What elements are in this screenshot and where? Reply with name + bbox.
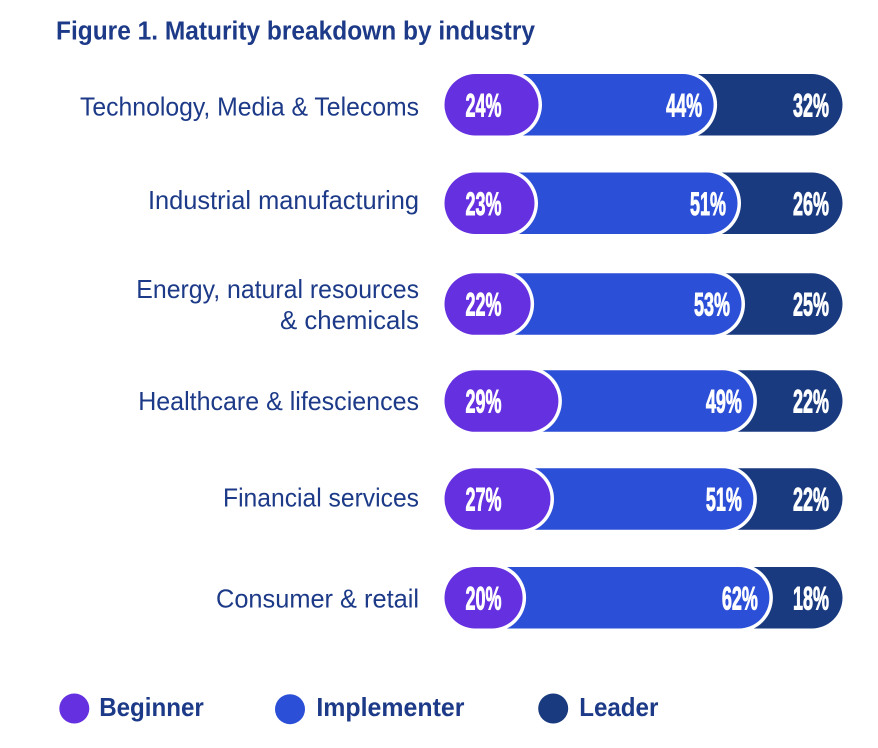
- svg-text:22%: 22%: [793, 482, 829, 518]
- svg-text:20%: 20%: [466, 580, 502, 616]
- svg-text:22%: 22%: [466, 287, 502, 323]
- svg-text:Leader: Leader: [579, 692, 658, 722]
- svg-text:53%: 53%: [694, 287, 730, 323]
- svg-text:49%: 49%: [706, 384, 742, 420]
- svg-text:Consumer & retail: Consumer & retail: [216, 583, 419, 613]
- svg-text:Healthcare & lifesciences: Healthcare & lifesciences: [138, 386, 419, 416]
- svg-text:Industrial manufacturing: Industrial manufacturing: [148, 185, 419, 215]
- svg-text:22%: 22%: [793, 384, 829, 420]
- svg-text:27%: 27%: [466, 482, 502, 518]
- svg-text:Technology, Media & Telecoms: Technology, Media & Telecoms: [80, 91, 419, 121]
- svg-text:24%: 24%: [466, 87, 502, 123]
- svg-text:25%: 25%: [793, 287, 829, 323]
- svg-text:23%: 23%: [466, 186, 502, 222]
- svg-text:Financial services: Financial services: [223, 482, 419, 512]
- svg-text:Implementer: Implementer: [316, 692, 464, 722]
- svg-text:26%: 26%: [793, 186, 829, 222]
- svg-text:Figure 1. Maturity breakdown b: Figure 1. Maturity breakdown by industry: [56, 15, 535, 45]
- svg-text:44%: 44%: [666, 87, 702, 123]
- svg-text:Energy, natural resources: Energy, natural resources: [136, 274, 419, 304]
- svg-text:& chemicals: & chemicals: [280, 305, 419, 335]
- svg-text:Beginner: Beginner: [99, 692, 204, 722]
- svg-text:18%: 18%: [793, 580, 829, 616]
- svg-text:51%: 51%: [706, 482, 742, 518]
- svg-text:29%: 29%: [466, 384, 502, 420]
- svg-text:62%: 62%: [722, 580, 758, 616]
- svg-text:51%: 51%: [690, 186, 726, 222]
- svg-text:32%: 32%: [793, 87, 829, 123]
